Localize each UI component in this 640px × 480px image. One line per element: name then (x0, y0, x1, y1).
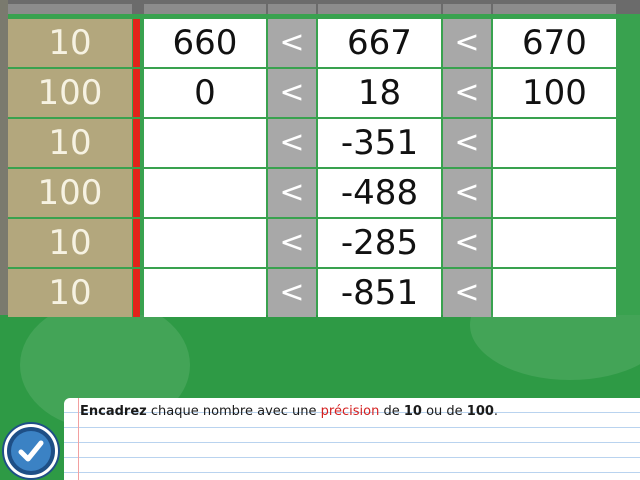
less-than-sign: < (443, 19, 491, 67)
lower-bound-field[interactable]: 660 (144, 19, 266, 67)
instruction-fragment: chaque nombre avec une (146, 404, 321, 419)
upper-bound-field[interactable] (493, 219, 616, 267)
lower-bound-field[interactable] (144, 119, 266, 167)
instruction-verb: Encadrez (80, 404, 147, 419)
less-than-sign: < (443, 219, 491, 267)
red-divider (133, 69, 140, 117)
less-than-sign: < (443, 69, 491, 117)
precision-cell: 10 (8, 119, 132, 167)
instruction-value: 100 (466, 404, 494, 419)
lower-bound-field[interactable] (144, 169, 266, 217)
red-divider (133, 19, 140, 67)
red-divider (133, 169, 140, 217)
number-cell: -285 (318, 219, 441, 267)
lower-bound-field[interactable] (144, 219, 266, 267)
validate-button-face (11, 431, 51, 471)
instruction-notepad: Encadrez chaque nombre avec une précisio… (64, 398, 640, 480)
precision-cell: 10 (8, 19, 132, 67)
instruction-text: Encadrez chaque nombre avec une précisio… (80, 404, 498, 419)
less-than-sign: < (443, 119, 491, 167)
red-divider (133, 269, 140, 317)
precision-cell: 100 (8, 169, 132, 217)
validate-button[interactable] (4, 424, 58, 478)
precision-cell: 100 (8, 69, 132, 117)
upper-bound-field[interactable]: 100 (493, 69, 616, 117)
framing-table: 10 660 < 667 < 670 100 0 < 18 < 100 10 <… (0, 0, 640, 317)
table-row: 100 < -488 < (0, 169, 640, 217)
number-cell: 667 (318, 19, 441, 67)
table-row: 100 0 < 18 < 100 (0, 69, 640, 117)
number-cell: 18 (318, 69, 441, 117)
red-divider (133, 219, 140, 267)
lower-bound-field[interactable] (144, 269, 266, 317)
checkmark-icon (18, 440, 44, 462)
upper-bound-field[interactable] (493, 169, 616, 217)
less-than-sign: < (268, 219, 316, 267)
upper-bound-field[interactable]: 670 (493, 19, 616, 67)
number-cell: -351 (318, 119, 441, 167)
precision-cell: 10 (8, 219, 132, 267)
table-row: 10 < -285 < (0, 219, 640, 267)
red-divider (133, 119, 140, 167)
table-left-edge (0, 0, 8, 315)
table-top-strip (0, 0, 640, 14)
instruction-fragment: . (493, 404, 499, 419)
precision-cell: 10 (8, 269, 132, 317)
instruction-highlight: précision (320, 404, 380, 419)
number-cell: -851 (318, 269, 441, 317)
table-row: 10 < -351 < (0, 119, 640, 167)
upper-bound-field[interactable] (493, 119, 616, 167)
upper-bound-field[interactable] (493, 269, 616, 317)
instruction-fragment: ou de (421, 404, 467, 419)
less-than-sign: < (268, 69, 316, 117)
less-than-sign: < (268, 19, 316, 67)
less-than-sign: < (268, 119, 316, 167)
number-cell: -488 (318, 169, 441, 217)
less-than-sign: < (268, 169, 316, 217)
instruction-value: 10 (403, 404, 422, 419)
notepad-margin-line (78, 398, 79, 480)
less-than-sign: < (268, 269, 316, 317)
less-than-sign: < (443, 169, 491, 217)
table-row: 10 < -851 < (0, 269, 640, 317)
lower-bound-field[interactable]: 0 (144, 69, 266, 117)
instruction-fragment: de (379, 404, 404, 419)
less-than-sign: < (443, 269, 491, 317)
table-row: 10 660 < 667 < 670 (0, 19, 640, 67)
